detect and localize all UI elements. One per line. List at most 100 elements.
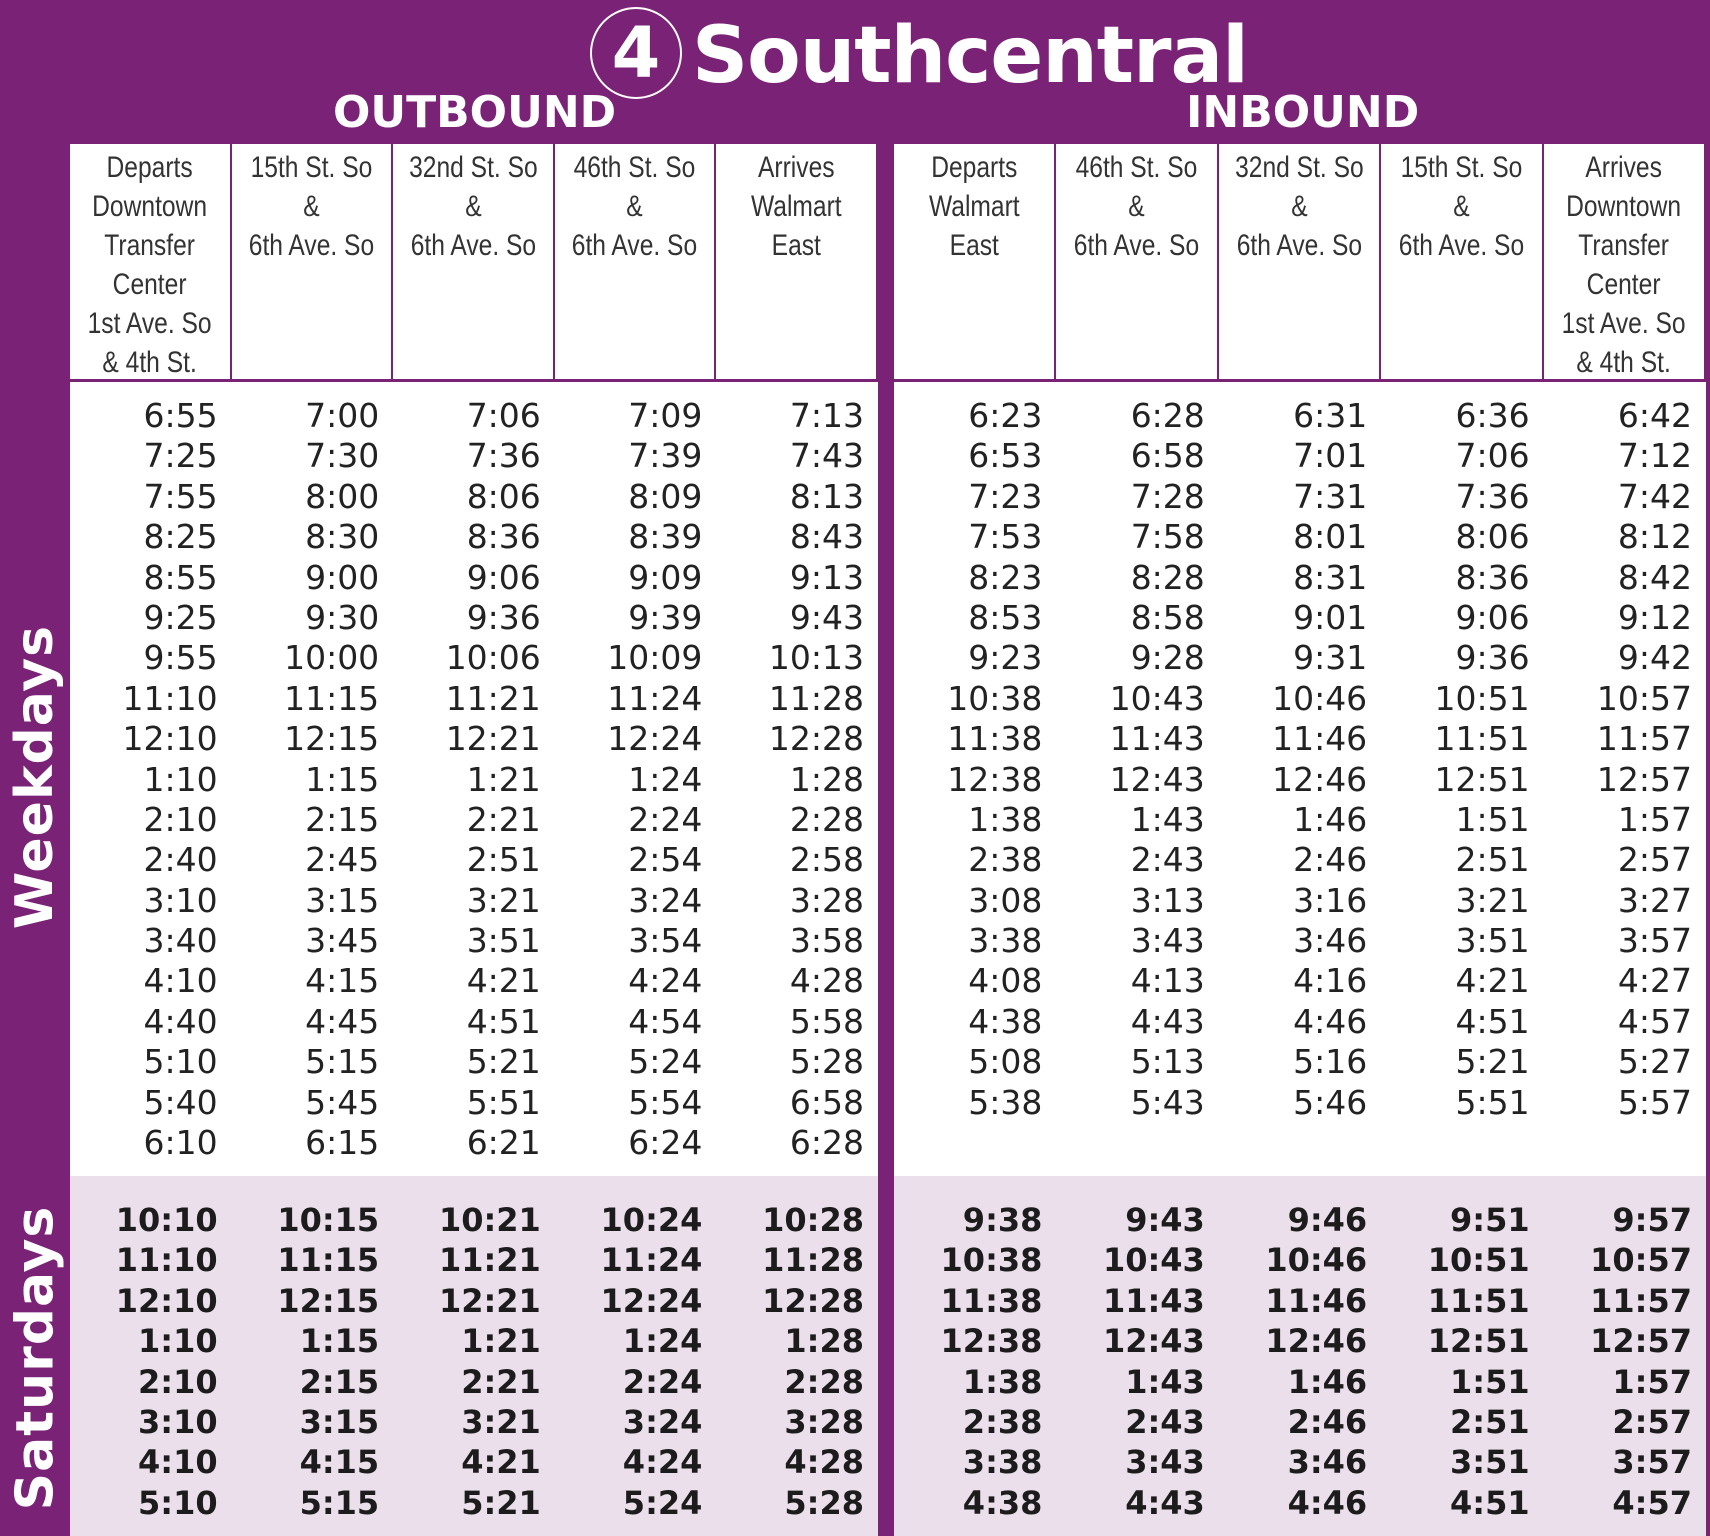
weekday-time: 6:10 [143, 1123, 218, 1163]
saturday-time: 10:46 [1265, 1241, 1368, 1280]
header-line: 6th Ave. So [410, 229, 536, 262]
saturday-time: 10:57 [1590, 1241, 1692, 1280]
weekday-time: 8:43 [789, 517, 864, 557]
header-line: 1st Ave. So [1561, 307, 1686, 340]
saturday-time: 4:24 [622, 1443, 703, 1482]
weekday-time: 3:43 [1130, 921, 1205, 961]
outbound-saturday-column-3: 10:21 11:21 12:21 1:21 2:21 3:21 4:21 5:21 [393, 1176, 555, 1536]
weekday-time: 12:46 [1272, 759, 1368, 799]
weekday-time: 5:21 [1455, 1042, 1530, 1082]
weekday-time: 8:00 [305, 476, 380, 516]
weekday-time: 7:55 [143, 476, 218, 516]
weekday-time: 4:16 [1293, 961, 1368, 1001]
weekday-time: 8:55 [143, 557, 218, 597]
weekday-time: 12:15 [284, 719, 380, 759]
header-line: 6th Ave. So [571, 229, 698, 262]
saturday-time: 2:57 [1612, 1402, 1692, 1441]
weekday-time: 4:24 [628, 961, 703, 1001]
saturday-time: 12:15 [277, 1281, 380, 1320]
weekday-time: 6:55 [143, 396, 218, 435]
weekday-time: 8:53 [968, 597, 1043, 637]
header-line: East [949, 229, 999, 262]
weekday-time: 12:10 [122, 719, 218, 759]
weekday-time: 9:06 [466, 557, 541, 597]
saturday-time: 2:21 [461, 1362, 541, 1401]
inbound-saturday-column-4: 9:51 10:51 11:51 12:51 1:51 2:51 3:51 4:51 [1381, 1176, 1544, 1536]
weekday-time: 9:01 [1293, 597, 1368, 637]
inbound-weekday-column-2: 6:28 6:58 7:28 7:58 8:28 8:58 9:28 10:43 11:43 12… [1056, 382, 1218, 1176]
weekday-time: 10:51 [1434, 678, 1530, 718]
saturday-time: 11:24 [600, 1241, 703, 1280]
weekday-time: 5:57 [1617, 1082, 1692, 1122]
weekday-time: 5:54 [628, 1082, 703, 1122]
weekday-time: 6:53 [968, 436, 1043, 476]
saturday-time: 3:43 [1125, 1443, 1205, 1482]
inbound-timetable: Departs Walmart East 46th St. So & 6th Ave. S… [894, 144, 1706, 1536]
weekday-time: 8:23 [968, 557, 1043, 597]
saturday-time: 3:28 [784, 1402, 864, 1441]
weekday-time: 11:43 [1109, 719, 1205, 759]
saturday-time: 3:10 [138, 1402, 218, 1441]
weekday-time: 11:10 [122, 678, 218, 718]
weekday-time: 1:24 [628, 759, 703, 799]
outbound-column-header-2: 15th St. So & 6th Ave. So [231, 144, 394, 382]
inbound-weekday-column-4: 6:36 7:06 7:36 8:06 8:36 9:06 9:36 10:51 11:51 12… [1381, 382, 1543, 1176]
weekday-time: 9:30 [305, 597, 380, 637]
inbound-column-header-3: 32nd St. So & 6th Ave. So [1218, 144, 1382, 382]
saturday-time: 4:43 [1125, 1483, 1205, 1522]
header-line: 6th Ave. So [1398, 229, 1525, 262]
inbound-weekday-column-3: 6:31 7:01 7:31 8:01 8:31 9:01 9:31 10:46 11:46 12… [1219, 382, 1381, 1176]
saturday-time: 11:15 [277, 1241, 380, 1280]
outbound-column-header-3: 32nd St. So & 6th Ave. So [393, 144, 555, 382]
outbound-column-header-1: Departs Downtown Transfer Center 1st Ave. So… [70, 144, 232, 382]
inbound-saturday-column-1: 9:38 10:38 11:38 12:38 1:38 2:38 3:38 4:38 [894, 1176, 1057, 1536]
weekdays-label-text: Weekdays [5, 624, 65, 930]
outbound-saturday-column-5: 10:28 11:28 12:28 1:28 2:28 3:28 4:28 5:28 [716, 1176, 878, 1536]
header-line: & 4th St. [1576, 346, 1671, 379]
weekday-time: 8:01 [1293, 517, 1368, 557]
inbound-column-header-5: Arrives Downtown Transfer Center 1st Ave. So… [1543, 144, 1706, 382]
weekday-time: 4:27 [1617, 961, 1692, 1001]
weekday-time: 3:38 [968, 921, 1043, 961]
header-line: 32nd St. So [408, 151, 538, 184]
route-number-badge: 4 [590, 7, 682, 99]
saturday-time: 11:46 [1265, 1281, 1368, 1320]
saturday-time: 4:57 [1612, 1483, 1692, 1522]
outbound-weekday-column-1: 6:55 7:25 7:55 8:25 8:55 9:25 9:55 11:10 12:10 1:… [70, 382, 232, 1176]
weekday-time: 3:21 [1455, 880, 1530, 920]
saturday-time: 10:28 [762, 1201, 864, 1239]
weekday-time: 10:38 [947, 678, 1043, 718]
saturday-time: 5:10 [138, 1483, 218, 1522]
weekday-time: 10:13 [768, 638, 864, 678]
saturday-time: 2:51 [1450, 1402, 1530, 1441]
weekday-time: 8:58 [1130, 597, 1205, 637]
saturday-time: 2:15 [299, 1362, 380, 1401]
weekday-time: 4:28 [789, 961, 864, 1001]
weekday-time: 3:28 [789, 880, 864, 920]
weekday-time: 11:15 [284, 678, 380, 718]
saturday-time: 11:28 [762, 1241, 864, 1280]
outbound-weekday-column-4: 7:09 7:39 8:09 8:39 9:09 9:39 10:09 11:24 12:24 1… [555, 382, 717, 1176]
weekday-time: 1:57 [1617, 799, 1692, 839]
weekday-time: 12:38 [947, 759, 1043, 799]
saturday-time: 5:24 [622, 1483, 703, 1522]
header-line: Arrives [1585, 151, 1663, 184]
weekday-time: 7:31 [1293, 476, 1368, 516]
weekday-time: 11:28 [768, 678, 864, 718]
saturday-time: 11:10 [115, 1241, 218, 1280]
inbound-weekday-column-5: 6:42 7:12 7:42 8:12 8:42 9:12 9:42 10:57 11:57 12… [1544, 382, 1706, 1176]
weekday-time: 4:54 [628, 1001, 703, 1041]
saturday-time: 12:46 [1265, 1322, 1368, 1361]
weekday-time: 5:51 [1455, 1082, 1530, 1122]
weekday-time: 7:30 [305, 436, 380, 476]
weekday-time: 2:40 [143, 840, 218, 880]
weekday-time: 1:21 [466, 759, 541, 799]
saturday-time: 3:46 [1287, 1443, 1368, 1482]
saturday-time: 12:28 [762, 1281, 864, 1320]
weekday-time: 5:16 [1293, 1042, 1368, 1082]
header-line: Center [1586, 268, 1661, 301]
weekday-time: 4:51 [1455, 1001, 1530, 1041]
weekday-time: 11:46 [1272, 719, 1368, 759]
weekday-time: 3:46 [1293, 921, 1368, 961]
weekday-time: 5:38 [968, 1082, 1043, 1122]
